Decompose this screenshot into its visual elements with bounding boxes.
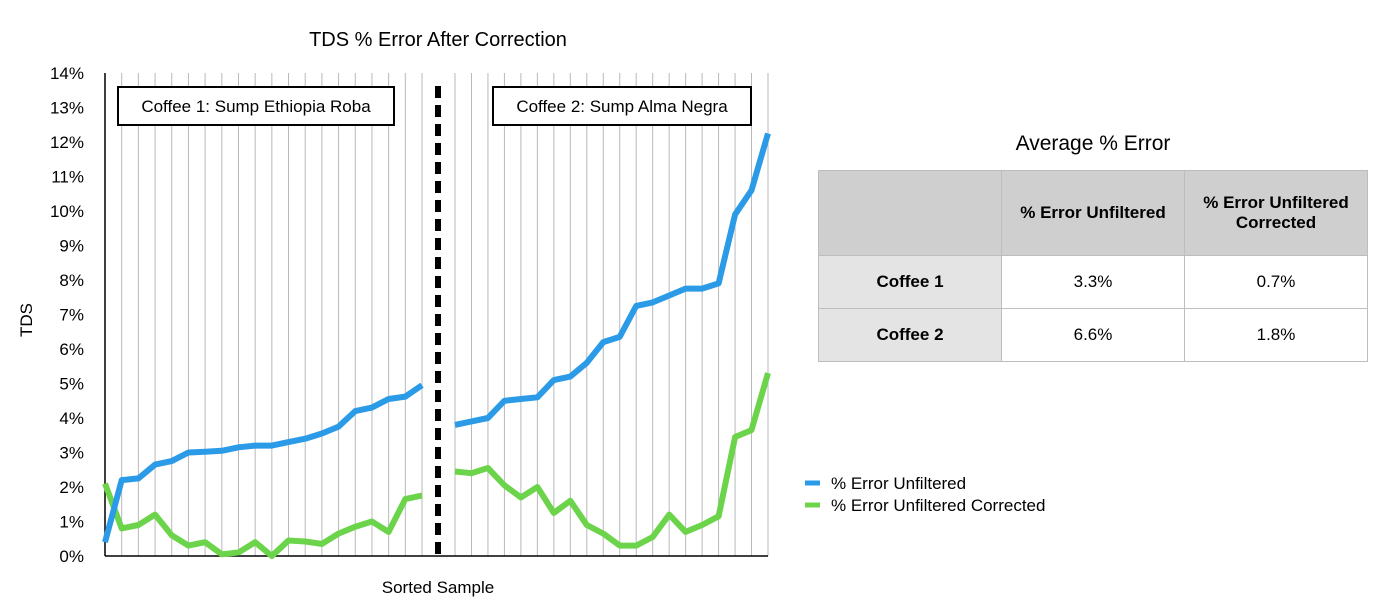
y-tick-label: 6% (59, 340, 84, 359)
cell-unfiltered: 6.6% (1001, 308, 1185, 362)
y-tick-label: 7% (59, 306, 84, 325)
group-label-box (492, 86, 752, 126)
cell-unfiltered: 3.3% (1001, 255, 1185, 309)
y-tick-label: 5% (59, 375, 84, 394)
y-tick-label: 10% (50, 202, 84, 221)
series-line-corrected-coffee-1 (102, 482, 423, 559)
row-label: Coffee 1 (818, 255, 1002, 309)
summary-header-row: % Error Unfiltered % Error Unfiltered Co… (818, 170, 1368, 256)
y-tick-label: 12% (50, 133, 84, 152)
average-error-summary: Average % Error % Error Unfiltered % Err… (818, 132, 1368, 362)
y-tick-label: 1% (59, 513, 84, 532)
summary-header-blank (818, 170, 1002, 256)
y-tick-label: 3% (59, 444, 84, 463)
y-tick-label: 2% (59, 478, 84, 497)
series-line-unfiltered-coffee-1 (102, 382, 424, 543)
summary-table: % Error Unfiltered % Error Unfiltered Co… (818, 170, 1368, 362)
legend-label: % Error Unfiltered (831, 474, 966, 493)
series-line-corrected-coffee-2 (454, 372, 771, 549)
y-tick-label: 13% (50, 99, 84, 118)
table-row: Coffee 2 6.6% 1.8% (818, 308, 1368, 362)
tds-error-chart: TDS % Error After Correction 0% 1% 2% 3% 4% 5… (17, 29, 1045, 597)
summary-title: Average % Error (1015, 132, 1171, 155)
chart-title: TDS % Error After Correction (309, 29, 567, 51)
summary-header-unfiltered: % Error Unfiltered (1001, 170, 1185, 256)
y-tick-label: 8% (59, 271, 84, 290)
x-axis-label: Sorted Sample (382, 578, 494, 597)
group-label: Coffee 1: Sump Ethiopia Roba (141, 97, 371, 116)
row-label: Coffee 2 (818, 308, 1002, 362)
y-tick-label: 11% (51, 168, 84, 187)
summary-header-corrected: % Error Unfiltered Corrected (1184, 170, 1368, 256)
y-tick-label: 0% (59, 547, 84, 566)
group-label: Coffee 2: Sump Alma Negra (516, 97, 728, 116)
legend-label: % Error Unfiltered Corrected (831, 496, 1045, 515)
cell-corrected: 0.7% (1184, 255, 1368, 309)
table-row: Coffee 1 3.3% 0.7% (818, 255, 1368, 309)
y-tick-label: 9% (59, 237, 84, 256)
group-label-box (117, 86, 395, 126)
y-tick-label: 4% (59, 409, 84, 428)
cell-corrected: 1.8% (1184, 308, 1368, 362)
y-axis-label: TDS (17, 303, 36, 337)
series-line-unfiltered-coffee-2 (454, 132, 771, 428)
y-tick-label: 14% (50, 64, 84, 83)
